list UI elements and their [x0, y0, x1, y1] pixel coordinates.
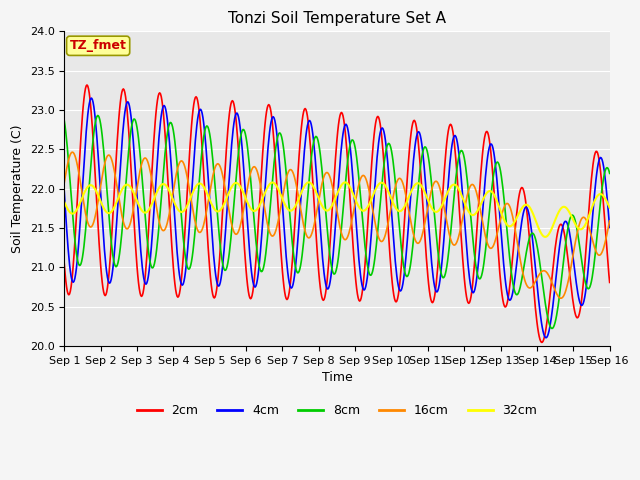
32cm [180, 208, 188, 214]
2cm [538, 339, 545, 345]
4cm [436, 277, 444, 283]
Line: 32cm: 32cm [64, 182, 610, 237]
4cm [204, 175, 212, 181]
16cm [204, 199, 212, 204]
2cm [382, 194, 390, 200]
2cm [204, 245, 212, 251]
16cm [60, 180, 68, 186]
Line: 8cm: 8cm [64, 116, 610, 328]
16cm [557, 295, 565, 301]
32cm [541, 234, 549, 240]
Line: 4cm: 4cm [64, 98, 610, 338]
32cm [204, 192, 211, 197]
4cm [557, 232, 565, 238]
16cm [606, 218, 614, 224]
8cm [181, 249, 189, 254]
8cm [557, 279, 565, 285]
8cm [606, 170, 614, 176]
32cm [305, 180, 313, 185]
4cm [181, 275, 189, 280]
Line: 16cm: 16cm [64, 152, 610, 298]
2cm [83, 82, 91, 88]
4cm [542, 335, 550, 341]
4cm [60, 189, 68, 194]
2cm [60, 261, 68, 266]
8cm [548, 325, 556, 331]
32cm [557, 205, 565, 211]
8cm [382, 147, 390, 153]
Title: Tonzi Soil Temperature Set A: Tonzi Soil Temperature Set A [228, 11, 446, 26]
8cm [93, 113, 101, 119]
32cm [330, 200, 337, 206]
16cm [68, 149, 76, 155]
4cm [88, 95, 95, 101]
32cm [606, 205, 614, 211]
16cm [181, 164, 189, 169]
8cm [436, 264, 444, 270]
2cm [436, 233, 444, 239]
4cm [330, 252, 337, 257]
8cm [330, 270, 337, 276]
16cm [382, 229, 390, 235]
4cm [382, 144, 390, 150]
X-axis label: Time: Time [321, 371, 353, 384]
8cm [204, 125, 212, 131]
4cm [606, 225, 614, 230]
2cm [181, 232, 189, 238]
Text: TZ_fmet: TZ_fmet [70, 39, 127, 52]
2cm [557, 221, 565, 227]
2cm [606, 279, 614, 285]
Legend: 2cm, 4cm, 8cm, 16cm, 32cm: 2cm, 4cm, 8cm, 16cm, 32cm [131, 399, 542, 422]
Line: 2cm: 2cm [64, 85, 610, 342]
32cm [382, 184, 390, 190]
32cm [436, 206, 444, 212]
16cm [330, 187, 337, 193]
2cm [330, 191, 337, 197]
32cm [60, 199, 68, 204]
8cm [60, 118, 68, 123]
Y-axis label: Soil Temperature (C): Soil Temperature (C) [11, 124, 24, 253]
16cm [557, 295, 564, 301]
16cm [436, 186, 444, 192]
